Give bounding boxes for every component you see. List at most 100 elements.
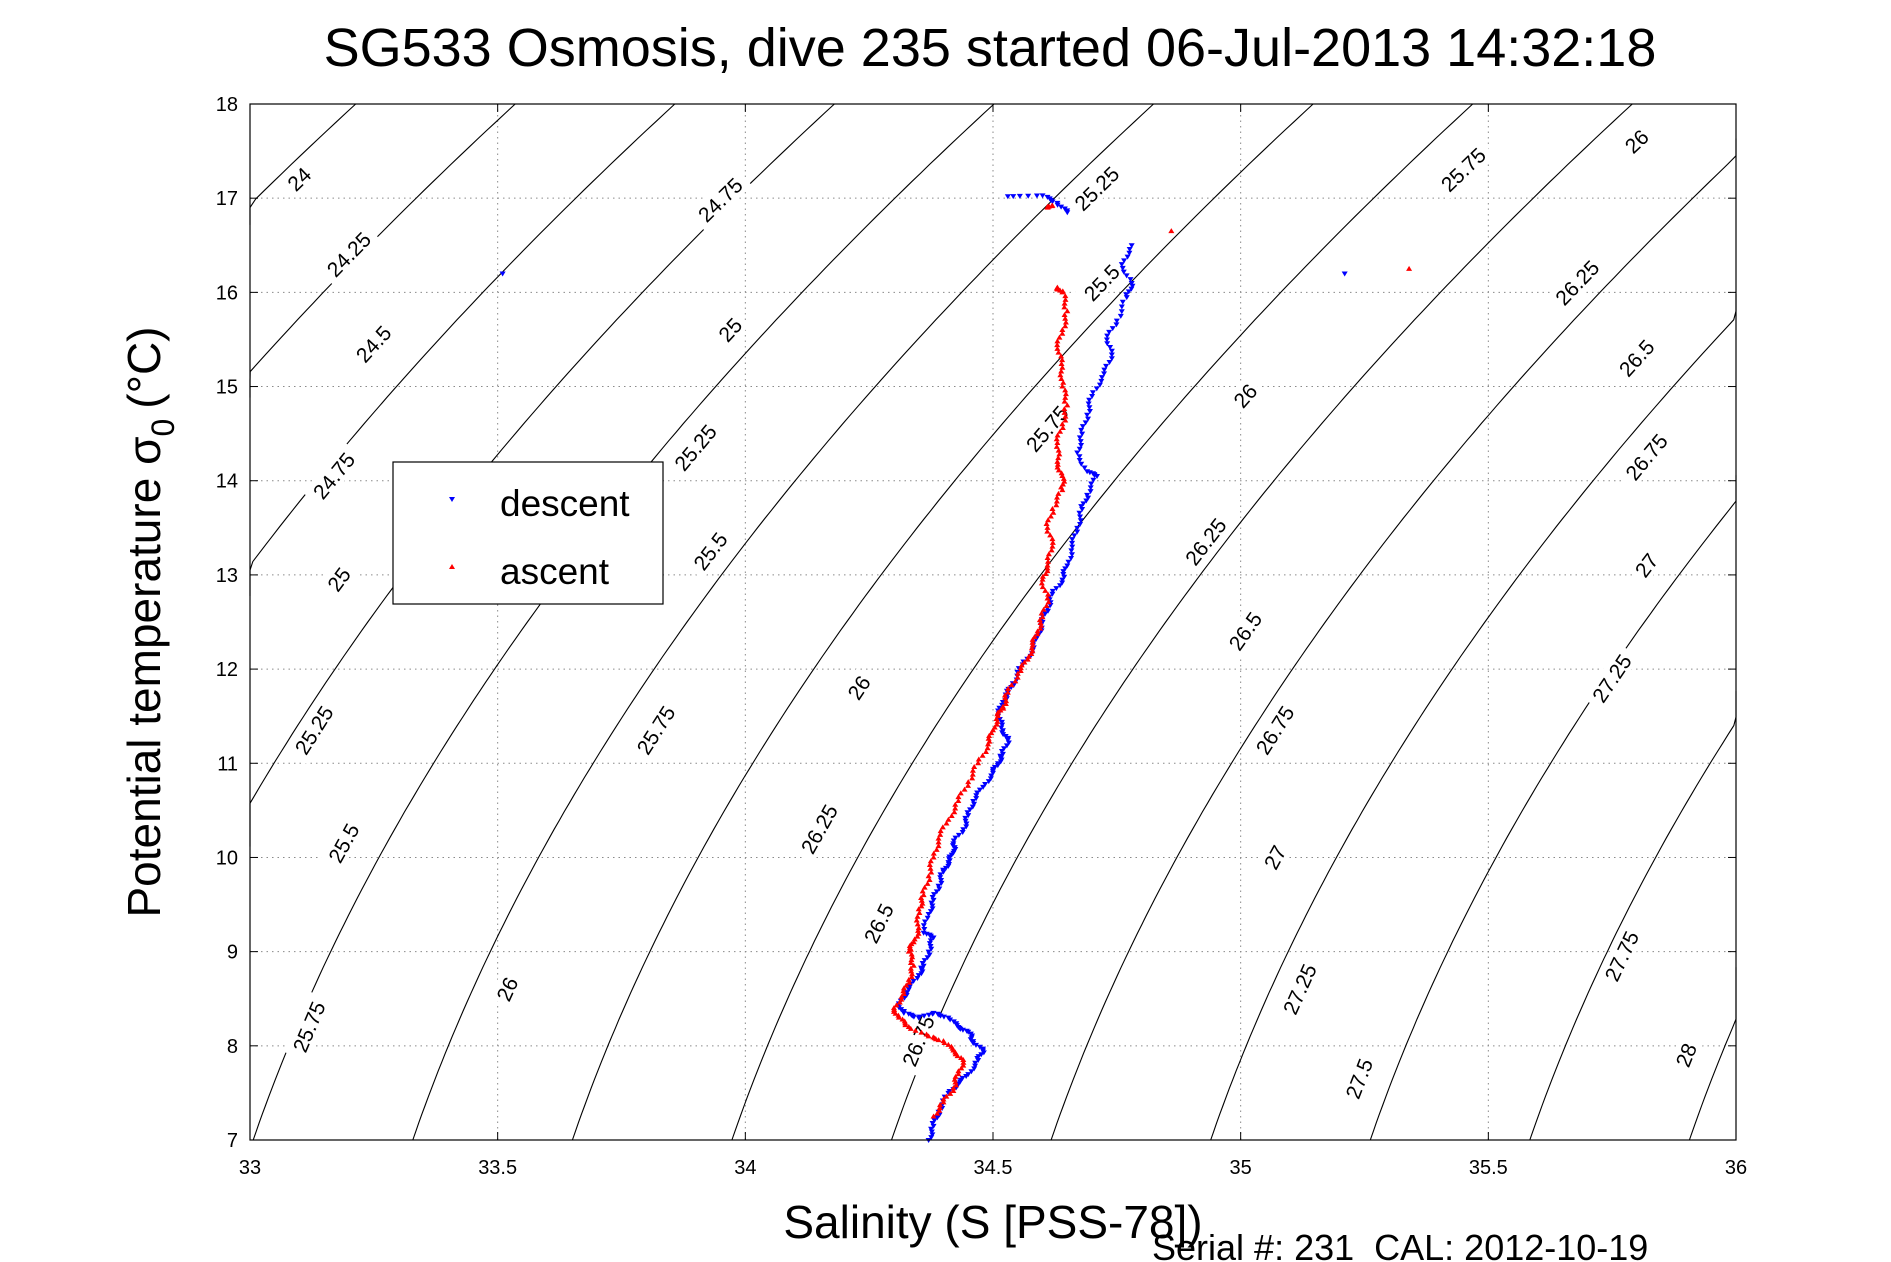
y-axis-label-units: (°C) xyxy=(118,326,170,408)
contour-label-bg xyxy=(1596,921,1647,991)
contour-label-bg xyxy=(1064,156,1129,220)
contour-label-bg xyxy=(1545,250,1609,315)
ascent-point xyxy=(925,873,932,879)
ascent-point xyxy=(923,1031,930,1037)
descent-point xyxy=(1077,439,1084,445)
ascent-point xyxy=(1056,334,1063,340)
descent-point xyxy=(933,889,940,895)
ascent-point xyxy=(914,933,921,939)
ascent-point xyxy=(899,1016,906,1022)
descent-point xyxy=(1108,356,1115,362)
ascent-point xyxy=(1036,617,1043,623)
ascent-point xyxy=(919,900,926,906)
ascent-point xyxy=(951,1076,958,1082)
descent-point xyxy=(915,1015,922,1021)
descent-point xyxy=(1077,522,1084,528)
ascent-point xyxy=(1045,551,1052,557)
contour-label-group: 25.75 xyxy=(627,695,684,764)
descent-point xyxy=(1108,348,1115,354)
descent-point xyxy=(1104,341,1111,347)
ascent-point xyxy=(940,1038,947,1044)
descent-point xyxy=(1077,518,1084,524)
descent-point xyxy=(1118,262,1125,268)
descent-point xyxy=(1044,194,1051,200)
descent-point xyxy=(1119,299,1126,305)
ascent-point xyxy=(1058,470,1065,476)
ascent-point xyxy=(1044,562,1051,568)
descent-point xyxy=(1088,481,1095,487)
descent-point xyxy=(1080,501,1087,507)
descent-point xyxy=(1068,555,1075,561)
ascent-point xyxy=(914,913,921,919)
descent-point xyxy=(1109,326,1116,332)
contour-label-group: 25.25 xyxy=(664,414,726,480)
contour-label-bg xyxy=(1219,601,1271,660)
descent-point xyxy=(1068,548,1075,554)
contour-label-group: 28 xyxy=(1668,1035,1703,1074)
ascent-point xyxy=(994,718,1001,724)
descent-point xyxy=(934,1115,941,1121)
contour-label-group: 27 xyxy=(1256,837,1293,877)
descent-point xyxy=(1078,504,1085,510)
descent-point xyxy=(920,930,927,936)
ascent-point xyxy=(1049,202,1056,208)
density-contour-line xyxy=(1210,293,1737,1141)
ascent-point xyxy=(1043,602,1050,608)
ascent-point xyxy=(1056,451,1063,457)
descent-point xyxy=(1098,375,1105,381)
x-tick-label: 36 xyxy=(1725,1157,1747,1179)
descent-point xyxy=(1016,193,1023,199)
descent-point xyxy=(1098,378,1105,384)
ascent-point xyxy=(1038,580,1045,586)
ascent-point xyxy=(1017,667,1024,673)
descent-point xyxy=(1084,469,1091,475)
contour-label: 25.75 xyxy=(633,702,681,759)
ascent-point xyxy=(1014,674,1021,680)
contour-label-group: 25.75 xyxy=(284,991,333,1062)
ascent-point xyxy=(985,741,992,747)
legend-descent-label: descent xyxy=(500,483,630,524)
descent-point xyxy=(935,883,942,889)
density-contour-line xyxy=(249,103,516,398)
contour-label: 26.25 xyxy=(797,801,843,858)
ascent-point xyxy=(918,894,925,900)
ascent-point xyxy=(913,917,920,923)
ascent-point xyxy=(908,968,915,974)
descent-point xyxy=(1106,329,1113,335)
ascent-point xyxy=(930,850,937,856)
ascent-point xyxy=(1014,670,1021,676)
ascent-point xyxy=(1062,296,1069,302)
descent-point xyxy=(1086,405,1093,411)
descent-point xyxy=(976,787,983,793)
series-ascent xyxy=(890,202,1413,1119)
ascent-point xyxy=(1038,610,1045,616)
contour-label-bg xyxy=(489,969,525,1008)
y-tick-label: 11 xyxy=(217,753,238,775)
y-tick-label: 7 xyxy=(227,1130,238,1152)
contour-label-group: 25.75 xyxy=(1430,137,1495,201)
descent-point xyxy=(962,815,969,821)
ascent-point xyxy=(900,988,907,994)
density-contour-line xyxy=(252,103,995,1141)
descent-point xyxy=(987,776,994,782)
descent-point xyxy=(1128,243,1135,249)
contour-label: 27.25 xyxy=(1588,651,1636,707)
ascent-point xyxy=(918,897,925,903)
ascent-point xyxy=(952,805,959,811)
contour-label-bg xyxy=(855,893,901,953)
ascent-point xyxy=(1002,695,1009,701)
descent-point xyxy=(1076,435,1083,441)
contour-label-bg xyxy=(1668,1035,1703,1074)
descent-point xyxy=(1057,583,1064,589)
ascent-point xyxy=(952,1079,959,1085)
ascent-point xyxy=(969,771,976,777)
descent-point xyxy=(1076,454,1083,460)
descent-point xyxy=(937,875,944,881)
ascent-point xyxy=(1042,587,1049,593)
ascent-point xyxy=(1168,228,1175,234)
descent-point xyxy=(994,761,1001,767)
ascent-point xyxy=(960,1062,967,1068)
ascent-point xyxy=(930,854,937,860)
ascent-point xyxy=(1055,490,1062,496)
ascent-point xyxy=(969,775,976,781)
